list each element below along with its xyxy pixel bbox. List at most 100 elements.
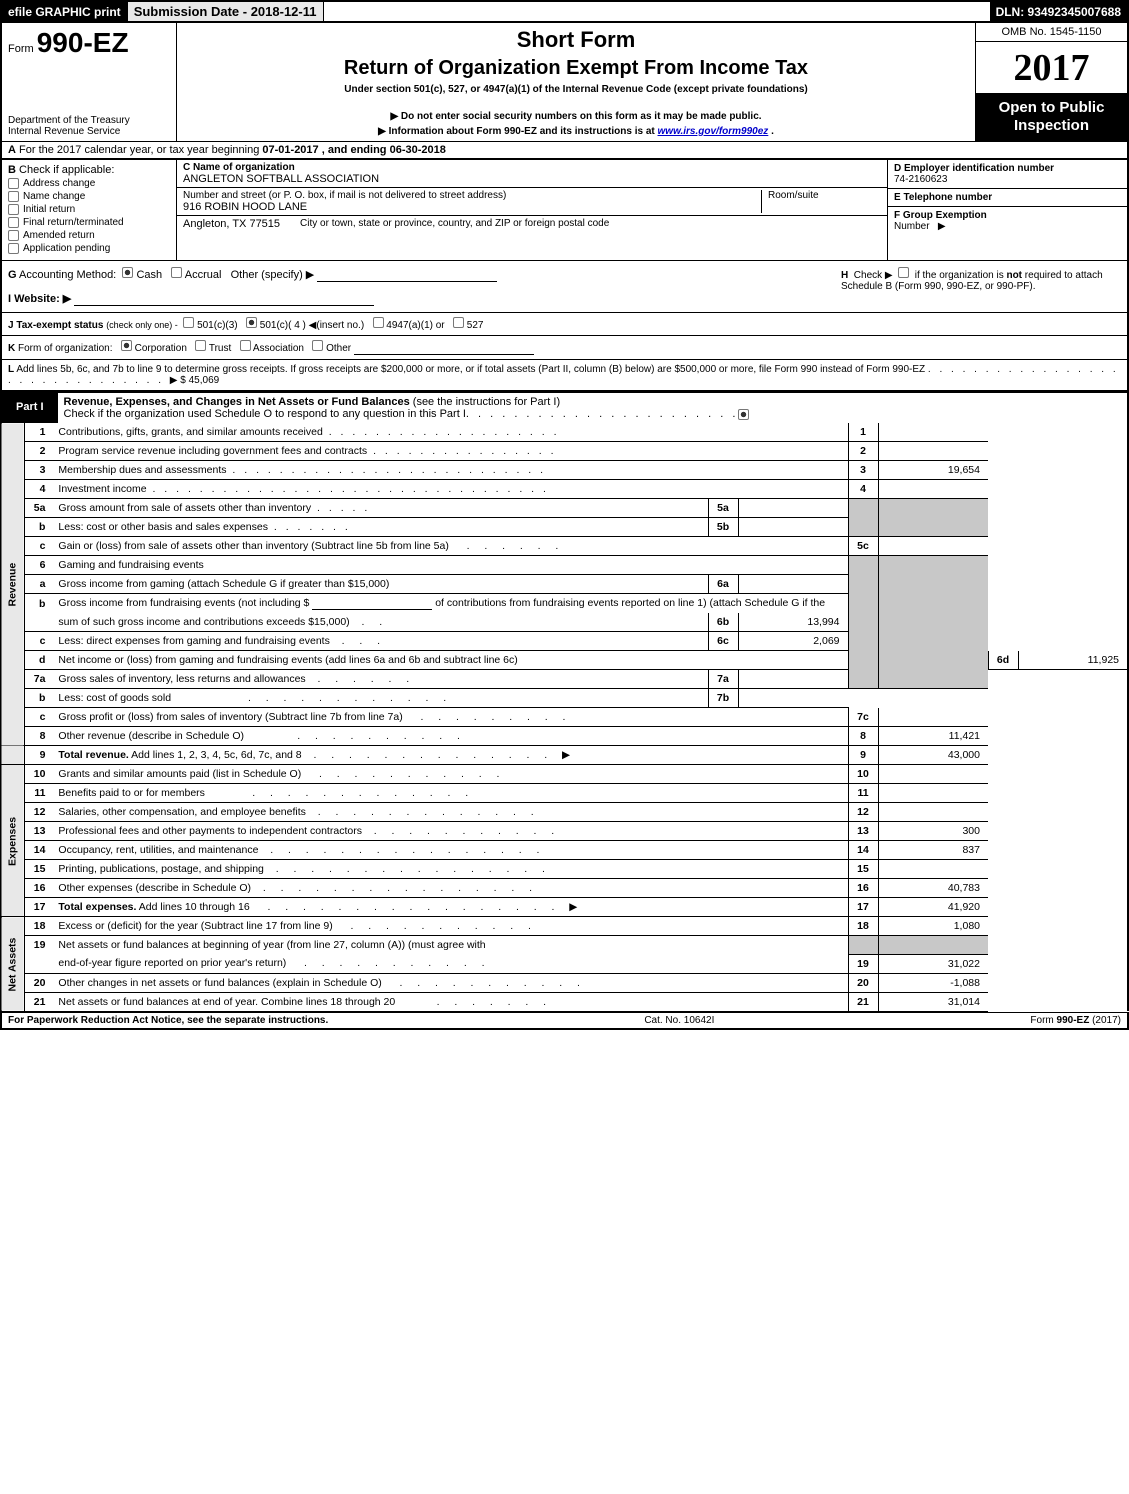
do-not-enter-text: ▶ Do not enter social security numbers o… — [390, 111, 761, 122]
checkbox-icon[interactable] — [8, 243, 19, 254]
info-link[interactable]: www.irs.gov/form990ez — [658, 126, 769, 137]
j-c-other: 501(c)( 4 ) ◀(insert no.) — [260, 320, 364, 331]
omb-number: OMB No. 1545-1150 — [976, 23, 1127, 42]
chk-trust[interactable] — [195, 340, 206, 351]
desc: Excess or (deficit) for the year (Subtra… — [58, 920, 332, 932]
chk-label: Initial return — [23, 204, 75, 215]
checkbox-icon[interactable] — [8, 230, 19, 241]
l-amount: ▶ $ 45,069 — [170, 375, 219, 386]
label-g: G — [8, 269, 17, 281]
desc: Less: cost of goods sold — [58, 692, 171, 704]
chk-schedule-o[interactable] — [738, 409, 749, 420]
chk-501c[interactable] — [246, 317, 257, 328]
mv — [738, 670, 848, 689]
line-5c: cGain or (loss) from sale of assets othe… — [1, 537, 1128, 556]
chk-association[interactable] — [240, 340, 251, 351]
chk-label: Name change — [23, 191, 85, 202]
desc: Other revenue (describe in Schedule O) — [58, 730, 244, 742]
line-10: Expenses 10Grants and similar amounts pa… — [1, 765, 1128, 784]
label-i: I Website: ▶ — [8, 293, 71, 305]
a-end-date: 06-30-2018 — [390, 144, 446, 156]
chk-corporation[interactable] — [121, 340, 132, 351]
rv — [878, 708, 988, 727]
g-text: Accounting Method: — [19, 269, 116, 281]
desc: Gross income from fundraising events (no… — [58, 597, 312, 609]
chk-address-change[interactable]: Address change — [8, 178, 170, 189]
radio-cash[interactable] — [122, 267, 133, 278]
desc: sum of such gross income and contributio… — [58, 616, 349, 628]
line-21: 21Net assets or fund balances at end of … — [1, 992, 1128, 1011]
desc2: Add lines 10 through 16 — [136, 901, 249, 913]
desc: Program service revenue including govern… — [58, 445, 367, 457]
checkbox-icon[interactable] — [8, 217, 19, 228]
desc: Other changes in net assets or fund bala… — [58, 977, 381, 989]
dept-treasury: Department of the Treasury — [8, 115, 170, 126]
org-name: ANGLETON SOFTBALL ASSOCIATION — [183, 173, 881, 185]
k-corp: Corporation — [135, 343, 187, 354]
k-text: Form of organization: — [18, 343, 113, 354]
website-input[interactable] — [74, 294, 374, 306]
line-20: 20 Other changes in net assets or fund ba… — [1, 973, 1128, 992]
info-about-pre: ▶ Information about Form 990-EZ and its … — [378, 126, 657, 137]
rv: 300 — [878, 822, 988, 841]
rv — [878, 860, 988, 879]
l-label: L — [8, 364, 14, 375]
checkbox-icon[interactable] — [8, 178, 19, 189]
chk-527[interactable] — [453, 317, 464, 328]
rn: 7c — [848, 708, 878, 727]
checkbox-icon[interactable] — [8, 191, 19, 202]
section-a: A For the 2017 calendar year, or tax yea… — [0, 141, 1129, 160]
line-12: 12Salaries, other compensation, and empl… — [1, 803, 1128, 822]
desc: Net income or (loss) from gaming and fun… — [58, 654, 517, 666]
desc: Benefits paid to or for members — [58, 787, 204, 799]
line-14: 14Occupancy, rent, utilities, and mainte… — [1, 841, 1128, 860]
desc: Other expenses (describe in Schedule O) — [58, 882, 251, 894]
desc: Gaming and fundraising events — [58, 559, 203, 571]
chk-h[interactable] — [898, 267, 909, 278]
6b-amount-input[interactable] — [312, 598, 432, 610]
chk-initial-return[interactable]: Initial return — [8, 204, 170, 215]
form-prefix: Form — [8, 43, 34, 55]
k-trust: Trust — [209, 343, 231, 354]
line-3: 3Membership dues and assessments . . . .… — [1, 461, 1128, 480]
chk-name-change[interactable]: Name change — [8, 191, 170, 202]
h-not: not — [1006, 270, 1022, 281]
rv — [878, 765, 988, 784]
line-2: 2Program service revenue including gover… — [1, 442, 1128, 461]
chk-amended-return[interactable]: Amended return — [8, 230, 170, 241]
chk-4947[interactable] — [373, 317, 384, 328]
checkbox-icon[interactable] — [8, 204, 19, 215]
section-j: J Tax-exempt status (check only one) - 5… — [0, 313, 1129, 336]
rn: 20 — [848, 973, 878, 992]
k-other-input[interactable] — [354, 343, 534, 355]
desc: end-of-year figure reported on prior yea… — [58, 957, 286, 969]
desc: Printing, publications, postage, and shi… — [58, 863, 263, 875]
rn: 19 — [848, 954, 878, 973]
chk-final-return[interactable]: Final return/terminated — [8, 217, 170, 228]
c-name-label: C Name of organization — [183, 162, 881, 173]
chk-501c3[interactable] — [183, 317, 194, 328]
radio-accrual[interactable] — [171, 267, 182, 278]
chk-application-pending[interactable]: Application pending — [8, 243, 170, 254]
rv: 837 — [878, 841, 988, 860]
rv — [878, 537, 988, 556]
rn: 16 — [848, 879, 878, 898]
part-i-check-text: Check if the organization used Schedule … — [64, 408, 466, 420]
j-c3: 501(c)(3) — [197, 320, 238, 331]
efile-print-button[interactable]: efile GRAPHIC print — [2, 2, 128, 21]
under-section-text: Under section 501(c), 527, or 4947(a)(1)… — [344, 84, 807, 95]
mv — [738, 575, 848, 594]
f-label: F Group Exemption — [894, 210, 987, 221]
dln-label: DLN: 93492345007688 — [990, 2, 1127, 21]
chk-other-org[interactable] — [312, 340, 323, 351]
line-7b: bLess: cost of goods sold . . . . . . . … — [1, 689, 1128, 708]
rv: 31,022 — [878, 954, 988, 973]
label-a: A — [8, 144, 16, 156]
section-b: B Check if applicable: Address change Na… — [2, 160, 177, 260]
g-other-input[interactable] — [317, 270, 497, 282]
rv: -1,088 — [878, 973, 988, 992]
room-suite-label: Room/suite — [761, 190, 881, 213]
box-e: E Telephone number — [888, 189, 1127, 207]
label-h: H — [841, 270, 848, 281]
rn: 12 — [848, 803, 878, 822]
